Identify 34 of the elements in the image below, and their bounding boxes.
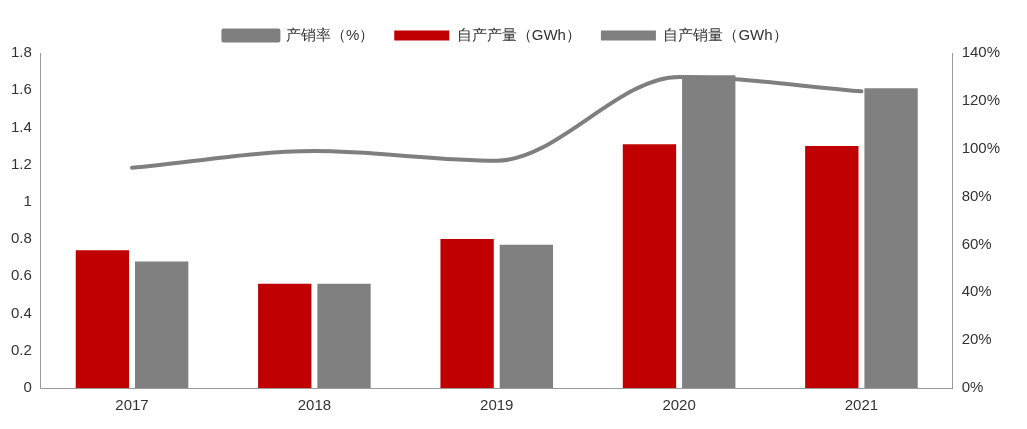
y2-tick-label: 60% <box>961 234 992 252</box>
y-tick-label: 0.6 <box>10 266 32 284</box>
legend-label: 自产销量（GWh） <box>663 25 788 43</box>
y2-tick-label: 40% <box>961 282 992 300</box>
x-tick-label: 2021 <box>844 396 879 414</box>
y-tick-label: 1 <box>23 192 32 210</box>
x-tick-label: 2017 <box>115 396 149 414</box>
y2-tick-label: 120% <box>961 91 1001 108</box>
bar <box>317 283 371 388</box>
y2-tick-label: 80% <box>961 186 992 204</box>
y-tick-label: 0 <box>23 378 32 396</box>
y2-tick-label: 20% <box>961 330 992 348</box>
y2-tick-label: 140% <box>961 43 1001 61</box>
legend-label: 产销率（%） <box>285 25 375 43</box>
bar <box>258 283 312 388</box>
x-tick-label: 2019 <box>480 396 514 414</box>
bar <box>499 244 554 388</box>
y-tick-label: 0.8 <box>10 229 32 247</box>
bar <box>440 239 494 388</box>
y-tick-label: 1.8 <box>10 43 32 61</box>
y-tick-label: 1.4 <box>10 117 32 135</box>
y2-tick-label: 0% <box>961 378 984 396</box>
y-tick-label: 0.4 <box>10 303 32 321</box>
bar <box>75 250 130 388</box>
bar <box>622 144 677 388</box>
y-tick-label: 1.2 <box>10 154 32 172</box>
y-tick-label: 1.6 <box>10 80 32 98</box>
bar <box>134 261 189 388</box>
y2-tick-label: 100% <box>961 138 1001 156</box>
legend-label: 自产产量（GWh） <box>456 25 581 43</box>
bar <box>805 146 859 388</box>
x-tick-label: 2020 <box>662 396 696 414</box>
y-tick-label: 0.2 <box>10 340 32 358</box>
x-tick-label: 2018 <box>297 396 332 414</box>
